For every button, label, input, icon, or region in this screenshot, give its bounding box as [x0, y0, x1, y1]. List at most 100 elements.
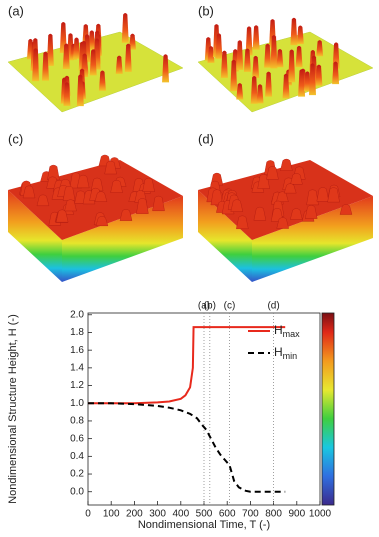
- surface-spike: [298, 69, 306, 97]
- x-tick-label: 300: [149, 509, 166, 520]
- surface-spike: [264, 43, 272, 68]
- surface-spike: [265, 71, 273, 97]
- x-tick-label: 400: [172, 509, 189, 520]
- series-line: [88, 326, 286, 405]
- surface-spike: [290, 208, 303, 220]
- surface-panels: (a) (b) (c) (d): [7, 3, 374, 282]
- y-tick-label: 1.6: [70, 345, 84, 356]
- surface-spike: [152, 195, 165, 211]
- surface-spike: [55, 209, 69, 223]
- x-tick-label: 700: [242, 509, 259, 520]
- surface-spike: [136, 198, 149, 214]
- x-tick-label: 800: [265, 509, 282, 520]
- surface-spike: [73, 37, 81, 59]
- surface-spike: [62, 185, 76, 201]
- surface-spike: [245, 26, 253, 56]
- surface-spike: [104, 160, 117, 175]
- x-tick-label: 600: [219, 509, 236, 520]
- surface-spike: [236, 215, 249, 230]
- surface-spike: [47, 164, 60, 181]
- surface-spike: [303, 71, 311, 92]
- y-tick-label: 1.2: [70, 380, 84, 391]
- surface-spike: [63, 82, 71, 106]
- surface-spike: [64, 199, 77, 212]
- legend-label: Hmax: [274, 323, 300, 339]
- y-tick-label: 1.4: [70, 362, 84, 373]
- surface-spike: [230, 199, 244, 212]
- surface-spike: [98, 70, 106, 91]
- surface-spike: [315, 64, 323, 86]
- surface-spike: [283, 183, 297, 194]
- surface-spike: [162, 54, 170, 83]
- y-tick-label: 0.6: [70, 433, 84, 444]
- surface-spike: [95, 216, 109, 227]
- surface-spike: [253, 206, 267, 221]
- surface-spike: [90, 177, 104, 192]
- surface-spike: [62, 43, 70, 69]
- surface-spike: [290, 173, 303, 185]
- marker-label: (d): [267, 301, 279, 312]
- marker-label: (b): [204, 301, 216, 312]
- y-tick-label: 2.0: [70, 309, 84, 320]
- panel-label: (b): [198, 3, 214, 18]
- surface-spike: [327, 187, 340, 203]
- surface-spike: [32, 48, 40, 82]
- marker-label: (a): [198, 301, 210, 312]
- surface-spike: [256, 84, 264, 104]
- surface-spike: [142, 177, 155, 192]
- x-tick-label: 200: [126, 509, 143, 520]
- surface-spike: [46, 33, 54, 66]
- surface-spike: [316, 187, 330, 202]
- x-axis-label: Nondimensional Time, T (-): [138, 519, 270, 531]
- surface-spike: [220, 50, 228, 78]
- surface-spike: [280, 158, 293, 171]
- surface-spike: [76, 74, 84, 107]
- y-axis-label: Nondimensional Structure Height, H (-): [7, 314, 19, 504]
- surface-spike: [339, 204, 353, 215]
- x-tick-label: 100: [103, 509, 120, 520]
- surface-spike: [332, 61, 340, 85]
- y-tick-label: 0.4: [70, 451, 84, 462]
- surface-spike: [76, 174, 90, 189]
- x-tick-label: 0: [85, 509, 91, 520]
- legend-label: Hmin: [274, 345, 297, 361]
- surface-spike: [119, 209, 133, 221]
- surface-spike: [236, 83, 244, 100]
- surface-side: [252, 196, 373, 282]
- marker-label: (c): [224, 301, 236, 312]
- surface-spike: [124, 43, 132, 72]
- x-tick-label: 900: [288, 509, 305, 520]
- surface-spike: [36, 194, 50, 206]
- surface-spike: [115, 55, 123, 74]
- surface-spike: [296, 25, 304, 44]
- surface-spike: [288, 49, 296, 83]
- surface-spike: [121, 13, 129, 43]
- surface-spike: [266, 166, 279, 180]
- series-line: [88, 402, 286, 493]
- surface-spike: [276, 217, 289, 229]
- y-tick-label: 1.0: [70, 398, 84, 409]
- panel-label: (c): [8, 131, 23, 146]
- surface-side: [62, 196, 183, 282]
- surface-spike: [42, 51, 50, 81]
- surface-spike: [215, 33, 223, 59]
- surface-spike: [316, 40, 324, 57]
- surface-spike: [230, 59, 238, 92]
- surface-spike: [210, 189, 224, 206]
- surface-side: [198, 190, 252, 282]
- surface-spike: [276, 48, 284, 68]
- panel-label: (a): [8, 3, 24, 18]
- y-tick-label: 1.8: [70, 327, 84, 338]
- surface-spike: [94, 191, 108, 202]
- surface-spike: [304, 205, 318, 219]
- surface-spike: [89, 49, 97, 76]
- surface-spike: [282, 73, 290, 99]
- y-tick-label: 0.8: [70, 416, 84, 427]
- surface-spike: [290, 17, 298, 46]
- panel-label: (d): [198, 131, 214, 146]
- surface-spike: [243, 48, 251, 72]
- colorbar: [321, 312, 335, 506]
- x-tick-label: 1000: [309, 509, 332, 520]
- y-tick-label: 0.2: [70, 469, 84, 480]
